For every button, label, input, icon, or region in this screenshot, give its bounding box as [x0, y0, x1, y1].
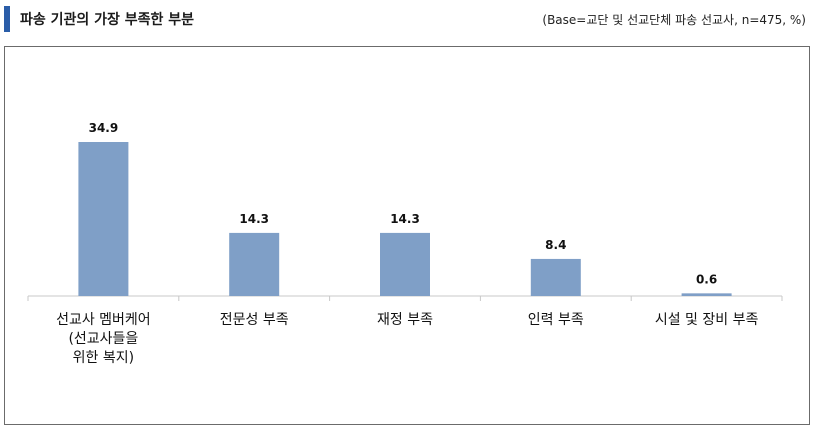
chart-frame [4, 46, 810, 425]
category-label: 전문성 부족 [220, 312, 289, 328]
data-label: 14.3 [390, 212, 420, 226]
bar [530, 258, 581, 296]
category-label: 위한 복지) [73, 350, 134, 366]
chart-title: 파송 기관의 가장 부족한 부분 [20, 12, 195, 28]
data-label: 14.3 [239, 212, 269, 226]
bar [681, 293, 732, 296]
data-label: 8.4 [545, 238, 566, 252]
category-label: 재정 부족 [377, 312, 433, 328]
bar [229, 232, 280, 296]
category-label: 선교사 멤버케어 [56, 312, 151, 328]
category-label: 인력 부족 [528, 312, 584, 328]
bar [78, 142, 129, 296]
bar [380, 232, 430, 296]
base-note: (Base=교단 및 선교단체 파송 선교사, n=475, %) [542, 13, 806, 27]
data-label: 0.6 [696, 272, 717, 286]
data-label: 34.9 [89, 121, 119, 135]
title-accent-bar [4, 6, 10, 32]
category-label: 시설 및 장비 부족 [655, 312, 759, 328]
category-label: (선교사들을 [68, 331, 138, 347]
